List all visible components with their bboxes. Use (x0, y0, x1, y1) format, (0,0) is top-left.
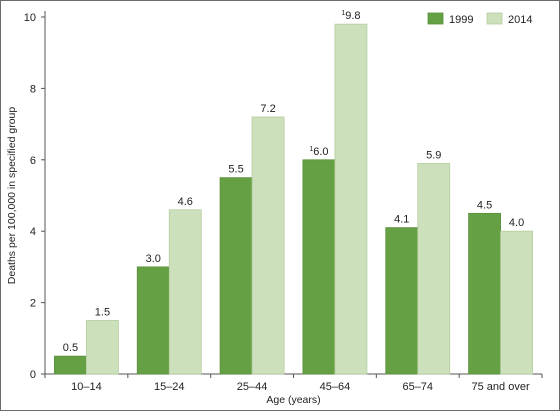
bar-2014-4 (417, 162, 451, 375)
bar-1999-2 (219, 177, 253, 375)
data-label-2014-5: 4.0 (509, 217, 524, 229)
legend-label-1999: 1999 (449, 14, 473, 26)
x-tick-label: 25–44 (237, 381, 268, 393)
data-labels: 0.5 3.0 5.5 16.0 4.1 4.5 1.5 4.6 7.2 19.8 5.9 4.0 (63, 10, 524, 354)
y-tick-label: 8 (30, 83, 36, 95)
x-tick-label: 45–64 (320, 381, 351, 393)
bar-2014-1 (168, 209, 202, 375)
bar-2014-2 (251, 116, 285, 375)
legend-label-2014: 2014 (508, 14, 532, 26)
y-tick-label: 10 (24, 12, 36, 24)
footnote-marker: 1 (309, 146, 313, 153)
bar-1999-0 (54, 355, 87, 375)
data-label-1999-5: 4.5 (477, 199, 492, 211)
bars (54, 23, 533, 375)
bar-2014-5 (500, 230, 533, 375)
data-label-2014-0: 1.5 (95, 306, 110, 318)
footnote-marker: 1 (341, 10, 345, 17)
y-tick-label: 4 (30, 226, 36, 238)
bar-1999-1 (136, 266, 170, 375)
data-label-1999-1: 3.0 (146, 253, 161, 265)
data-label-1999-4: 4.1 (394, 214, 409, 226)
data-label-1999-2: 5.5 (228, 164, 243, 176)
y-axis-title: Deaths per 100,000 in specified group (6, 107, 18, 285)
data-label-2014-4: 5.9 (426, 149, 441, 161)
bar-1999-3 (302, 159, 336, 375)
bar-2014-3 (334, 23, 368, 375)
legend: 1999 2014 (427, 12, 532, 26)
data-label-2014-3: 19.8 (341, 10, 360, 22)
axes: 0 2 4 6 8 10 10–14 15–24 25–44 45–64 65–74 75 and o… (24, 11, 543, 393)
bar-2014-0 (86, 320, 119, 375)
data-label-1999-3: 16.0 (309, 146, 328, 158)
x-tick-label: 65–74 (402, 381, 433, 393)
x-tick-label: 15–24 (154, 381, 185, 393)
bar-1999-4 (385, 227, 419, 375)
y-tick-label: 6 (30, 155, 36, 167)
legend-swatch-1999 (427, 12, 444, 25)
x-tick-label: 10–14 (71, 381, 102, 393)
x-axis-title: Age (years) (266, 394, 320, 406)
bar-1999-5 (468, 212, 501, 375)
legend-swatch-2014 (486, 12, 503, 25)
y-tick-label: 0 (30, 369, 36, 381)
y-tick-label: 2 (30, 298, 36, 310)
data-label-2014-1: 4.6 (178, 196, 193, 208)
data-label-1999-0: 0.5 (63, 342, 78, 354)
x-tick-label: 75 and over (472, 381, 530, 393)
data-label-2014-2: 7.2 (260, 103, 275, 115)
